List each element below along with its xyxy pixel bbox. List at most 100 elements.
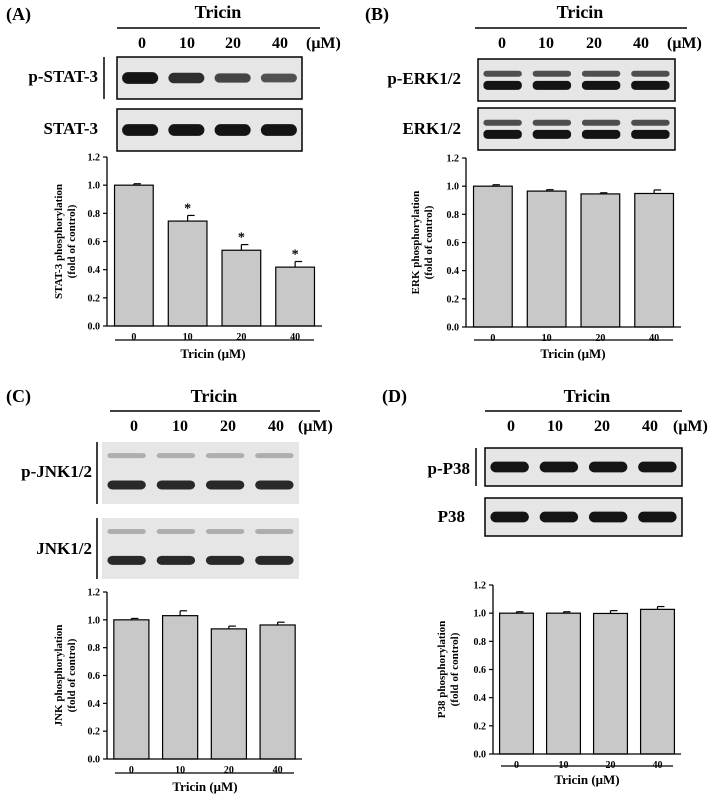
bar [161,615,199,760]
blot-band [255,555,294,565]
western-blot [102,518,299,579]
blot-band [107,528,146,534]
x-tick-label: 0 [490,333,495,344]
y-tick-label: 0.4 [474,693,487,704]
panel-c-svg: (C) Tricin 0 10 20 40 (μM) p-JNK1/2 JNK1… [6,386,333,794]
y-axis-label: (fold of control) [66,638,78,712]
y-tick-label: 1.0 [447,182,460,193]
blot-dose-3: 40 [272,35,288,52]
blot-band [214,124,251,136]
blot-band [631,129,670,139]
bar [580,193,621,328]
blot-label: p-JNK1/2 [21,462,92,481]
blot-band [205,528,245,534]
panel-a: (A) Tricin 0 10 20 40 (μM) p-STAT-3 STAT… [0,0,357,400]
blot-band [122,72,159,84]
y-tick-label: 1.0 [88,181,101,192]
blot-band [260,73,297,83]
western-blot [484,447,683,487]
x-axis-label: Tricin (μM) [540,346,605,361]
blot-dose-3: 40 [268,418,284,435]
blot-unit: (μM) [667,35,702,52]
significance-mark: * [238,231,245,246]
blot-band [588,511,628,523]
y-tick-label: 0.0 [88,322,101,333]
y-tick-label: 0.6 [474,665,487,676]
y-tick-label: 0.8 [88,209,101,220]
bar [221,249,262,327]
blot-band [532,80,572,90]
blot-band [588,461,628,473]
blot-dose-3: 40 [633,35,649,52]
blot-dose-3: 40 [642,418,658,435]
blot-band [205,453,245,459]
panel-b: (B) Tricin 0 10 20 40 (μM) p-ERK1/2 ERK1… [357,0,714,400]
y-tick-label: 0.4 [88,265,101,276]
panel-d: (D) Tricin 0 10 20 40 (μM) p-P38 P38 010… [357,380,714,787]
y-tick-label: 0.2 [88,727,101,738]
blot-band [107,555,146,565]
blot-band [205,555,245,565]
bar [167,220,208,327]
blot-header: Tricin [191,386,238,406]
bar [634,192,675,328]
blot-band [631,80,670,90]
blot-dose-0: 0 [507,418,515,435]
blot-band [532,129,572,139]
panel-label: (A) [6,4,31,25]
y-axis-label: JNK phosphorylation [53,625,65,727]
panel-a-svg: (A) Tricin 0 10 20 40 (μM) p-STAT-3 STAT… [6,2,341,361]
x-tick-label: 20 [224,765,234,776]
y-axis-label: STAT-3 phosphorylation [53,184,65,299]
x-tick-label: 40 [290,332,300,343]
significance-mark: * [292,247,299,262]
bar [113,619,150,760]
blot-bands [107,528,294,565]
blot-band [205,480,245,490]
blot-band [483,119,522,126]
blot-dose-1: 10 [547,418,563,435]
blot-band [122,124,159,136]
blot-header: Tricin [195,2,242,22]
y-tick-label: 1.2 [88,153,101,164]
blot-label: p-STAT-3 [28,67,98,86]
blot-band [168,72,205,84]
blot-band [483,129,522,139]
x-tick-label: 0 [131,332,136,343]
blot-band [260,124,297,136]
y-tick-label: 0.4 [88,699,101,710]
blot-band [638,511,677,523]
y-tick-label: 0.6 [447,238,460,249]
y-axis-label: (fold of control) [423,205,435,279]
blot-header: Tricin [557,2,604,22]
x-tick-label: 10 [175,765,185,776]
bar [526,190,567,328]
blot-dose-2: 20 [586,35,602,52]
x-axis-label: Tricin (μM) [172,779,237,794]
panel-c: (C) Tricin 0 10 20 40 (μM) p-JNK1/2 JNK1… [0,380,357,794]
blot-band [539,461,579,473]
x-axis-label: Tricin (μM) [180,346,245,361]
y-tick-label: 0.2 [88,293,101,304]
blot-band [631,119,670,126]
x-tick-label: 40 [273,765,283,776]
blot-bands [490,511,677,523]
blot-label: ERK1/2 [402,119,461,138]
blot-header: Tricin [564,386,611,406]
x-tick-label: 20 [236,332,246,343]
blot-bands [122,124,297,136]
blot-band [539,511,579,523]
bar-chart: 0 * 10 * 20 * 40 0.0 0.2 0.4 0.6 0.8 1.0 1.2 STAT-3 ph… [53,153,322,361]
y-tick-label: 1.0 [474,609,487,620]
y-tick-label: 1.2 [88,588,101,599]
blot-bands [490,461,677,473]
blot-unit: (μM) [298,418,333,435]
blot-dose-1: 10 [538,35,554,52]
y-tick-label: 0.0 [88,755,101,766]
bar [472,185,513,328]
blot-band [483,80,522,90]
western-blot [102,442,299,504]
blot-unit: (μM) [673,418,708,435]
blot-bands [107,453,294,490]
blot-box [477,107,676,151]
